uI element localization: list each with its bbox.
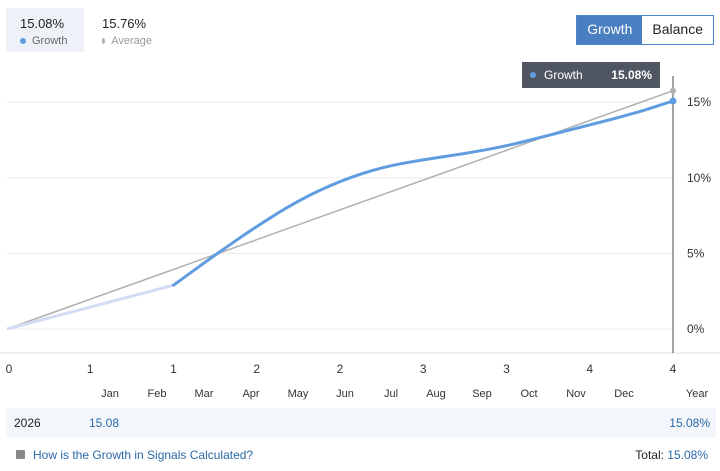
y-tick-label: 0% bbox=[687, 322, 705, 336]
month-label: Jan bbox=[101, 388, 119, 400]
average-end-point bbox=[670, 87, 676, 94]
month-label: Oct bbox=[520, 388, 537, 400]
y-tick-label: 10% bbox=[687, 171, 711, 185]
x-tick-label: 1 bbox=[170, 362, 177, 376]
year-summary-row: 2026 15.08 15.08% bbox=[6, 408, 716, 438]
legend-growth[interactable]: 15.08% Growth bbox=[6, 8, 84, 52]
y-tick-label: 5% bbox=[687, 246, 705, 260]
month-label: Jun bbox=[336, 388, 354, 400]
footer-total: Total: 15.08% bbox=[635, 448, 708, 462]
legend-growth-label-row: Growth bbox=[20, 34, 70, 48]
year-label: 2026 bbox=[14, 416, 41, 430]
growth-dot-icon bbox=[20, 38, 26, 44]
legend-average[interactable]: 15.76% Average bbox=[88, 8, 166, 52]
month-label: Sep bbox=[472, 388, 492, 400]
x-tick-label: 2 bbox=[253, 362, 260, 376]
month-label: Apr bbox=[242, 388, 259, 400]
x-tick-label: 4 bbox=[670, 362, 677, 376]
help-icon bbox=[16, 450, 25, 459]
legend-average-label-row: Average bbox=[102, 34, 152, 48]
month-label: Nov bbox=[566, 388, 586, 400]
month-label: Mar bbox=[195, 388, 214, 400]
growth-series-start-segment bbox=[6, 283, 174, 331]
tooltip-dot-icon bbox=[530, 72, 536, 78]
footer: How is the Growth in Signals Calculated?… bbox=[0, 446, 720, 466]
growth-end-point bbox=[669, 97, 677, 105]
chart-mode-toggle: Growth Balance bbox=[576, 15, 714, 45]
x-tick-label: 0 bbox=[6, 362, 13, 376]
average-series-line bbox=[6, 90, 674, 330]
chart-tooltip: Growth 15.08% bbox=[522, 62, 660, 88]
month-label: May bbox=[288, 388, 309, 400]
footer-total-value: 15.08% bbox=[667, 448, 708, 462]
month-label: Jul bbox=[384, 388, 398, 400]
month-label: Aug bbox=[426, 388, 446, 400]
month-label: Year bbox=[686, 388, 709, 400]
x-tick-label: 4 bbox=[586, 362, 593, 376]
growth-toggle-button[interactable]: Growth bbox=[577, 16, 643, 44]
legend-average-label: Average bbox=[111, 35, 152, 47]
tooltip-value: 15.08% bbox=[611, 68, 652, 82]
year-value: 15.08 bbox=[89, 416, 120, 430]
x-tick-label: 1 bbox=[87, 362, 94, 376]
x-tick-label: 3 bbox=[503, 362, 510, 376]
average-dot-icon bbox=[102, 38, 106, 44]
y-tick-label: 15% bbox=[687, 95, 711, 109]
legend-average-value: 15.76% bbox=[102, 16, 147, 31]
month-label: Dec bbox=[614, 388, 634, 400]
growth-series-line bbox=[172, 99, 675, 287]
balance-toggle-button[interactable]: Balance bbox=[642, 16, 713, 44]
tooltip-label: Growth bbox=[544, 68, 583, 82]
growth-chart: 0% 5% 10% 15% 0 1 1 2 2 3 3 4 4 Jan Feb Mar Apr May Jun Jul… bbox=[0, 76, 720, 400]
footer-total-label: Total: bbox=[635, 448, 664, 462]
legend-growth-value: 15.08% bbox=[20, 16, 65, 31]
help-link[interactable]: How is the Growth in Signals Calculated? bbox=[33, 448, 254, 462]
legend-growth-label: Growth bbox=[32, 35, 68, 47]
x-tick-label: 2 bbox=[337, 362, 344, 376]
month-label: Feb bbox=[148, 388, 167, 400]
year-total: 15.08% bbox=[669, 416, 710, 430]
x-tick-label: 3 bbox=[420, 362, 427, 376]
